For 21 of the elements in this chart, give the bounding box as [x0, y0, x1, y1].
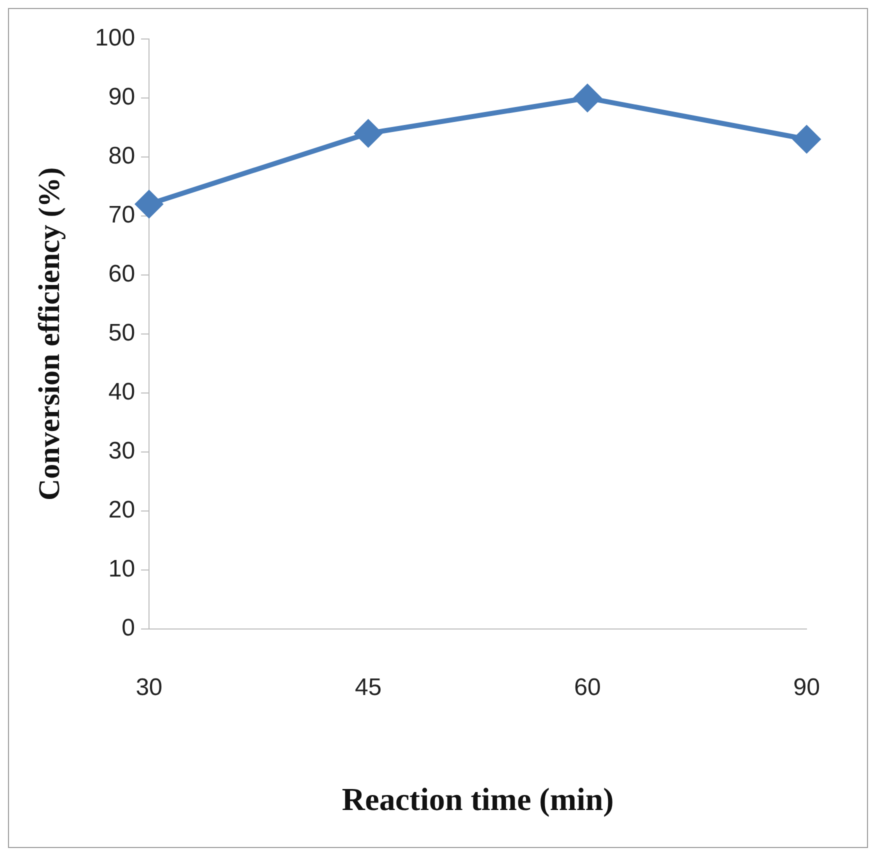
y-tick-label: 20	[108, 496, 136, 524]
y-tick-label: 40	[108, 378, 136, 406]
point	[136, 190, 163, 218]
point	[354, 120, 382, 147]
x-tick-label: 60	[574, 674, 601, 701]
y-tick-label: 10	[108, 555, 136, 582]
y-tick-label: 90	[108, 84, 136, 111]
point	[574, 84, 601, 112]
y-axis-title: Conversion efficiency (%)	[32, 167, 66, 501]
y-tick-label: 0	[122, 614, 136, 642]
y-tick-label: 60	[108, 260, 136, 288]
x-axis-title: Reaction time (min)	[342, 781, 614, 818]
x-tick-label: 90	[793, 674, 820, 701]
y-tick-label: 50	[108, 320, 136, 347]
y-tick-label: 80	[108, 142, 136, 170]
y-tick-label: 30	[108, 437, 136, 464]
y-tick-label: 100	[94, 24, 136, 52]
x-tick-label: 45	[354, 674, 382, 701]
y-tick-label: 70	[108, 202, 136, 229]
point	[793, 126, 820, 153]
x-tick-label: 30	[136, 674, 162, 701]
